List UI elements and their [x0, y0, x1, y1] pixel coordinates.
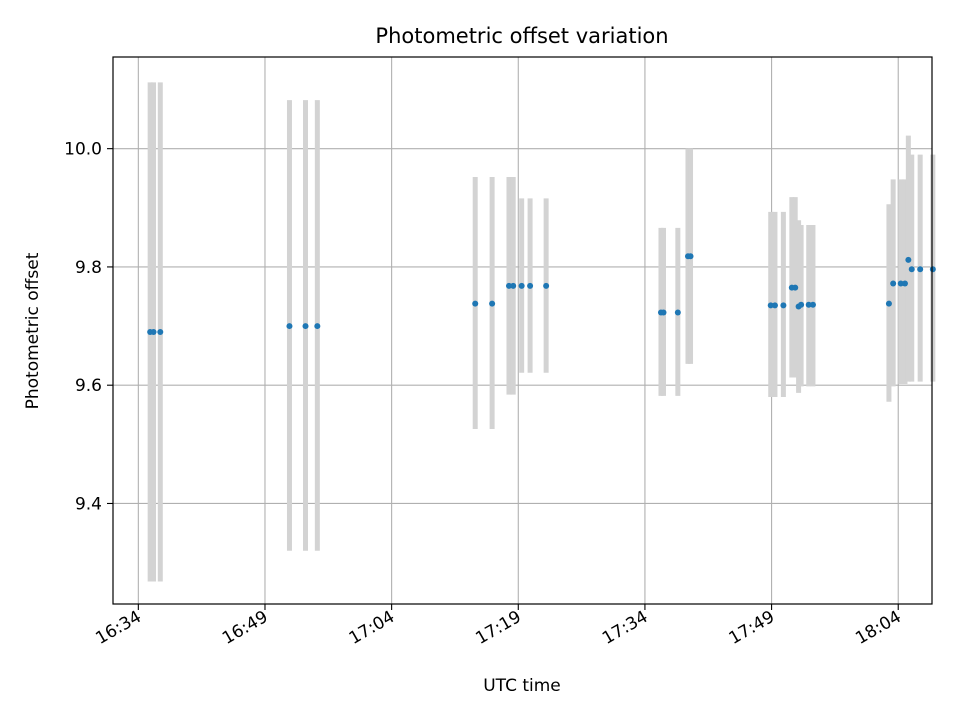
data-point: [798, 301, 805, 308]
data-point: [771, 302, 778, 309]
x-tick-label: 16:49: [219, 607, 271, 649]
data-point: [901, 280, 908, 287]
error-bars: [147, 82, 936, 582]
data-point: [885, 300, 892, 307]
y-tick-label: 9.6: [75, 376, 102, 396]
data-point: [897, 280, 904, 287]
data-point: [905, 256, 912, 263]
x-tick-label: 17:34: [599, 607, 651, 649]
chart-title: Photometric offset variation: [375, 24, 668, 48]
y-tick-label: 9.4: [75, 494, 102, 514]
data-points: [147, 253, 936, 335]
data-point: [780, 302, 787, 309]
data-point: [660, 309, 667, 316]
x-tick-label: 17:49: [726, 607, 778, 649]
x-axis-label: UTC time: [483, 676, 561, 696]
data-point: [302, 323, 309, 330]
data-point: [809, 301, 816, 308]
y-axis: 9.4 9.6 9.8 10.0: [64, 140, 113, 514]
x-tick-label: 17:04: [346, 607, 398, 649]
data-point: [505, 282, 512, 289]
data-point: [510, 282, 517, 289]
data-point: [286, 323, 293, 330]
data-point: [157, 328, 164, 335]
data-point: [917, 266, 924, 273]
y-tick-label: 9.8: [75, 258, 102, 278]
x-tick-label: 16:34: [92, 607, 144, 649]
x-tick-label: 17:19: [472, 607, 524, 649]
y-axis-label: Photometric offset: [23, 252, 43, 409]
x-tick-label: 18:04: [852, 607, 904, 649]
x-axis: 16:34 16:49 17:04 17:19 17:34 17:49 18:04: [92, 604, 905, 649]
data-point: [314, 323, 321, 330]
data-point: [472, 300, 479, 307]
data-point: [805, 301, 812, 308]
data-point: [908, 266, 915, 273]
y-tick-label: 10.0: [64, 140, 102, 160]
data-point: [543, 282, 550, 289]
data-point: [527, 282, 534, 289]
data-point: [767, 302, 774, 309]
data-point: [518, 282, 525, 289]
data-point: [674, 309, 681, 316]
data-point: [792, 284, 799, 291]
data-point: [687, 253, 694, 260]
plot-frame: [112, 56, 933, 605]
data-point: [929, 266, 936, 273]
data-point: [150, 328, 157, 335]
data-point: [489, 300, 496, 307]
data-point: [890, 280, 897, 287]
